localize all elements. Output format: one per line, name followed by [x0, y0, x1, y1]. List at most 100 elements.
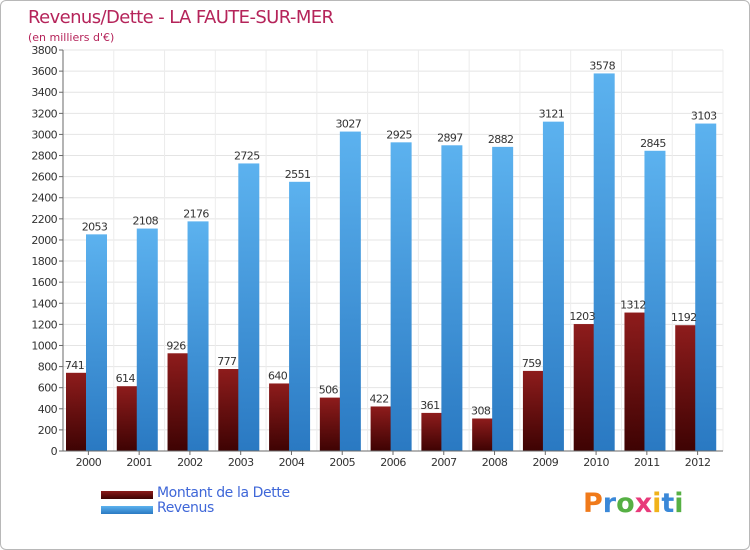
- bar-debt: [675, 325, 697, 451]
- data-label-debt: 1312: [620, 299, 646, 312]
- data-label-revenue: 2882: [488, 133, 514, 146]
- x-tick-label: 2009: [533, 456, 559, 469]
- x-tick-label: 2003: [228, 456, 254, 469]
- bar-revenue: [289, 181, 311, 451]
- bar-revenue: [542, 121, 564, 451]
- data-label-revenue: 2925: [386, 128, 412, 141]
- y-tick-label: 2400: [31, 192, 57, 205]
- data-label-debt: 422: [370, 392, 389, 405]
- data-label-debt: 777: [217, 355, 237, 368]
- y-tick-label: 1400: [31, 297, 57, 310]
- bar-debt: [167, 353, 189, 451]
- bar-revenue: [86, 234, 107, 451]
- chart-title: Revenus/Dette - LA FAUTE-SUR-MER: [28, 7, 334, 28]
- bar-debt: [472, 418, 494, 451]
- data-label-revenue: 2897: [437, 131, 463, 144]
- logo-letter: t: [661, 488, 675, 519]
- y-tick-label: 400: [38, 403, 58, 416]
- y-tick-label: 2600: [31, 171, 57, 184]
- bar-revenue: [644, 150, 666, 451]
- bar-debt: [522, 370, 544, 451]
- proxiti-logo: Proxiti: [583, 488, 684, 519]
- y-tick-label: 3000: [31, 128, 57, 141]
- chart-subtitle: (en milliers d'€): [28, 31, 115, 44]
- logo-letter: x: [634, 488, 653, 519]
- y-tick-label: 800: [38, 361, 58, 374]
- bar-revenue: [339, 131, 361, 451]
- logo-letter: o: [616, 488, 635, 519]
- data-label-debt: 926: [166, 339, 186, 352]
- x-tick-label: 2000: [76, 456, 102, 469]
- x-tick-label: 2001: [126, 456, 152, 469]
- y-tick-label: 1000: [31, 339, 57, 352]
- data-label-revenue: 3578: [589, 59, 615, 72]
- bar-debt: [421, 412, 443, 451]
- y-tick-label: 1600: [31, 276, 57, 289]
- legend-swatch-debt: [101, 491, 153, 499]
- bar-debt: [116, 386, 138, 451]
- x-tick-label: 2011: [634, 456, 660, 469]
- x-tick-label: 2002: [177, 456, 203, 469]
- y-tick-label: 1200: [31, 318, 57, 331]
- data-label-debt: 308: [471, 404, 491, 417]
- legend-label-revenue: Revenus: [157, 500, 214, 516]
- y-tick-label: 2000: [31, 234, 57, 247]
- data-label-debt: 1192: [671, 311, 697, 324]
- data-label-debt: 1203: [569, 310, 595, 323]
- logo-letter: P: [583, 488, 603, 519]
- bar-revenue: [390, 142, 412, 452]
- x-tick-label: 2005: [329, 456, 355, 469]
- x-tick-label: 2010: [583, 456, 609, 469]
- data-label-debt: 741: [65, 359, 84, 372]
- x-tick-label: 2008: [482, 456, 508, 469]
- data-label-revenue: 3027: [336, 118, 362, 131]
- x-tick-label: 2007: [431, 456, 457, 469]
- y-tick-label: 3800: [31, 44, 57, 57]
- logo-letter: r: [602, 488, 617, 519]
- data-label-debt: 759: [522, 357, 542, 370]
- y-tick-label: 2800: [31, 150, 57, 163]
- bar-debt: [218, 369, 240, 451]
- y-tick-label: 600: [38, 382, 58, 395]
- x-tick-label: 2004: [279, 456, 305, 469]
- bar-revenue: [492, 146, 514, 451]
- x-tick-label: 2006: [380, 456, 406, 469]
- data-label-revenue: 2725: [234, 149, 260, 162]
- data-label-revenue: 3103: [691, 110, 717, 123]
- data-label-revenue: 2551: [285, 168, 311, 181]
- data-label-revenue: 3121: [539, 108, 565, 121]
- bar-debt: [624, 312, 646, 451]
- logo-letter: i: [674, 488, 684, 519]
- data-label-revenue: 2845: [640, 137, 666, 150]
- bar-debt: [370, 406, 392, 451]
- bar-debt: [573, 324, 595, 451]
- bar-revenue: [187, 221, 209, 451]
- y-tick-label: 200: [38, 424, 58, 437]
- logo-letter: i: [652, 488, 662, 519]
- data-label-revenue: 2176: [183, 207, 209, 220]
- y-tick-label: 2200: [31, 213, 57, 226]
- data-labels: 741 2053 614 2108 926 2176 777 2725 640 2551 506 30…: [65, 59, 718, 417]
- legend-swatch-revenue: [101, 506, 153, 514]
- bar-revenue: [441, 145, 463, 451]
- y-tick-label: 3600: [31, 65, 57, 78]
- bar-revenue: [695, 123, 717, 451]
- data-label-revenue: 2053: [82, 220, 108, 233]
- bar-revenue: [593, 73, 615, 451]
- data-label-debt: 640: [268, 369, 288, 382]
- data-label-debt: 361: [420, 399, 439, 412]
- x-axis: 2000 2001 2002 2003 2004 2005 2006 2007 2008 2009…: [63, 450, 723, 469]
- y-tick-label: 1800: [31, 255, 57, 268]
- x-tick-label: 2012: [685, 456, 711, 469]
- bar-debt: [269, 383, 291, 451]
- data-label-revenue: 2108: [132, 215, 158, 228]
- y-tick-label: 3200: [31, 107, 57, 120]
- bar-debt: [66, 372, 87, 451]
- data-label-debt: 506: [319, 384, 339, 397]
- legend-label-debt: Montant de la Dette: [157, 485, 290, 501]
- bar-revenue: [136, 228, 158, 451]
- y-tick-label: 3400: [31, 86, 57, 99]
- bars: [66, 73, 717, 452]
